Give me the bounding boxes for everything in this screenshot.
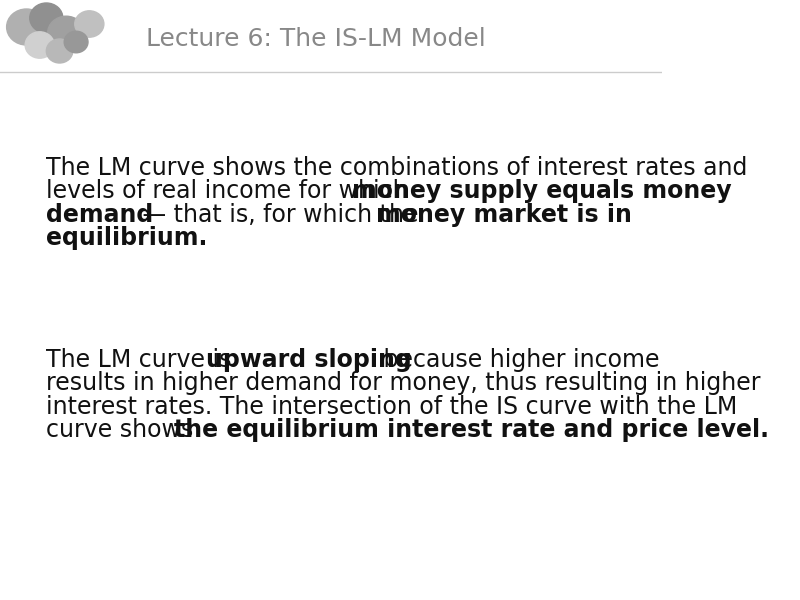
- Circle shape: [64, 31, 88, 53]
- Text: the equilibrium interest rate and price level.: the equilibrium interest rate and price …: [174, 418, 770, 442]
- Circle shape: [25, 32, 54, 58]
- Text: money market is in: money market is in: [376, 203, 631, 227]
- Circle shape: [6, 9, 46, 45]
- Text: levels of real income for which: levels of real income for which: [46, 179, 415, 203]
- Text: demand: demand: [46, 203, 154, 227]
- Text: interest rates. The intersection of the IS curve with the LM: interest rates. The intersection of the …: [46, 395, 738, 419]
- Text: because higher income: because higher income: [376, 348, 660, 372]
- Text: upward sloping: upward sloping: [206, 348, 412, 372]
- Text: Lecture 6: The IS-LM Model: Lecture 6: The IS-LM Model: [146, 27, 486, 51]
- Circle shape: [46, 39, 73, 63]
- Text: equilibrium.: equilibrium.: [46, 226, 208, 250]
- Text: The LM curve shows the combinations of interest rates and: The LM curve shows the combinations of i…: [46, 156, 748, 180]
- Text: money supply equals money: money supply equals money: [352, 179, 731, 203]
- Circle shape: [30, 3, 63, 33]
- Text: results in higher demand for money, thus resulting in higher: results in higher demand for money, thus…: [46, 371, 761, 395]
- Circle shape: [48, 16, 85, 50]
- Text: — that is, for which the: — that is, for which the: [135, 203, 426, 227]
- Text: The LM curve is: The LM curve is: [46, 348, 239, 372]
- Text: curve shows: curve shows: [46, 418, 201, 442]
- Circle shape: [74, 11, 104, 37]
